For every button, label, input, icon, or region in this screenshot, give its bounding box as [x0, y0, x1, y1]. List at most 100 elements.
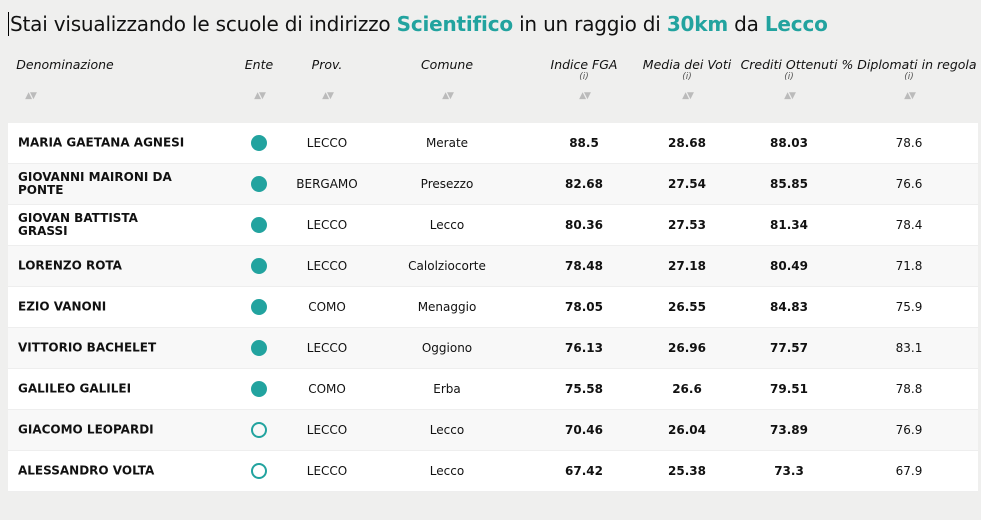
comune: Oggiono	[421, 341, 473, 355]
header-comune[interactable]: Comune	[421, 57, 473, 72]
comune: Erba	[433, 382, 461, 396]
media-voti: 26.6	[672, 382, 702, 396]
header-crediti[interactable]: Crediti Ottenuti (i)	[741, 57, 838, 82]
sort-arrows-icon[interactable]: ▲▼	[579, 91, 591, 101]
province: LECCO	[306, 136, 348, 150]
page-title: Stai visualizzando le scuole di indirizz…	[8, 12, 828, 36]
header-ente[interactable]: Ente	[245, 57, 273, 72]
indice-fga: 75.58	[565, 382, 603, 396]
comune: Merate	[425, 136, 469, 150]
media-voti: 26.96	[668, 341, 706, 355]
table-row[interactable]: ALESSANDRO VOLTA LECCO Lecco 67.42 25.38 73.3…	[8, 451, 978, 492]
province: LECCO	[306, 259, 348, 273]
header-media[interactable]: Media dei Voti (i)	[643, 57, 731, 82]
school-name: LORENZO ROTA	[18, 258, 122, 273]
schools-table: MARIA GAETANA AGNESI LECCO Merate 88.5 28.68…	[8, 123, 978, 492]
province: LECCO	[306, 464, 348, 478]
header-fga[interactable]: Indice FGA (i)	[551, 57, 618, 82]
school-name: EZIO VANONI	[18, 299, 107, 314]
comune: Lecco	[429, 464, 465, 478]
ente-statale-icon	[251, 176, 267, 192]
diplomati-regola: 76.6	[895, 177, 923, 191]
info-icon[interactable]: (i)	[784, 72, 794, 82]
header-label: Media dei Voti	[642, 57, 732, 72]
diplomati-regola: 76.9	[895, 423, 923, 437]
table-row[interactable]: MARIA GAETANA AGNESI LECCO Merate 88.5 28.68…	[8, 123, 978, 164]
header-label: Denominazione	[16, 57, 114, 72]
ente-statale-icon	[251, 299, 267, 315]
indice-fga: 80.36	[565, 218, 603, 232]
province: BERGAMO	[296, 177, 358, 191]
ente-statale-icon	[251, 340, 267, 356]
crediti-ottenuti: 79.51	[770, 382, 808, 396]
info-icon[interactable]: (i)	[904, 72, 914, 82]
ente-statale-icon	[251, 135, 267, 151]
info-icon[interactable]: (i)	[682, 72, 692, 82]
media-voti: 27.53	[668, 218, 706, 232]
comune: Calolziocorte	[408, 259, 486, 273]
school-name: ALESSANDRO VOLTA	[18, 463, 155, 478]
indice-fga: 70.46	[565, 423, 603, 437]
province: COMO	[308, 300, 346, 314]
media-voti: 27.18	[668, 259, 706, 273]
header-prov[interactable]: Prov.	[312, 57, 343, 72]
table-row[interactable]: GIACOMO LEOPARDI LECCO Lecco 70.46 26.04 73.8…	[8, 410, 978, 451]
sort-arrows-icon[interactable]: ▲▼	[904, 91, 916, 101]
ente-paritaria-icon	[251, 422, 267, 438]
media-voti: 28.68	[668, 136, 706, 150]
comune: Presezzo	[420, 177, 474, 191]
crediti-ottenuti: 88.03	[770, 136, 808, 150]
media-voti: 25.38	[668, 464, 706, 478]
indice-fga: 67.42	[565, 464, 603, 478]
ente-paritaria-icon	[251, 463, 267, 479]
media-voti: 26.04	[668, 423, 706, 437]
crediti-ottenuti: 84.83	[770, 300, 808, 314]
crediti-ottenuti: 73.3	[774, 464, 804, 478]
diplomati-regola: 83.1	[895, 341, 923, 355]
table-row[interactable]: GIOVAN BATTISTA GRASSI LECCO Lecco 80.36 27.…	[8, 205, 978, 246]
diplomati-regola: 71.8	[895, 259, 923, 273]
diplomati-regola: 75.9	[895, 300, 923, 314]
header-dipl[interactable]: % Diplomati in regola (i)	[841, 57, 976, 82]
school-name: GALILEO GALILEI	[18, 381, 132, 396]
sort-arrows-icon[interactable]: ▲▼	[682, 91, 694, 101]
crediti-ottenuti: 85.85	[770, 177, 808, 191]
comune: Lecco	[429, 423, 465, 437]
diplomati-regola: 78.8	[895, 382, 923, 396]
header-denominazione[interactable]: Denominazione	[16, 57, 113, 72]
indice-fga: 88.5	[569, 136, 599, 150]
table-row[interactable]: GALILEO GALILEI COMO Erba 75.58 26.6 79.51 78.…	[8, 369, 978, 410]
table-row[interactable]: VITTORIO BACHELET LECCO Oggiono 76.13 26.96 7…	[8, 328, 978, 369]
province: LECCO	[306, 423, 348, 437]
media-voti: 26.55	[668, 300, 706, 314]
table-row[interactable]: EZIO VANONI COMO Menaggio 78.05 26.55 84.83 75…	[8, 287, 978, 328]
indice-fga: 76.13	[565, 341, 603, 355]
school-name: GIOVANNI MAIRONI DA PONTE	[18, 170, 172, 197]
table-row[interactable]: LORENZO ROTA LECCO Calolziocorte 78.48 27.18…	[8, 246, 978, 287]
sort-arrows-icon[interactable]: ▲▼	[25, 91, 37, 101]
diplomati-regola: 67.9	[895, 464, 923, 478]
crediti-ottenuti: 81.34	[770, 218, 808, 232]
province: COMO	[308, 382, 346, 396]
crediti-ottenuti: 77.57	[770, 341, 808, 355]
crediti-ottenuti: 80.49	[770, 259, 808, 273]
sort-arrows-icon[interactable]: ▲▼	[442, 91, 454, 101]
province: LECCO	[306, 218, 348, 232]
sort-arrows-icon[interactable]: ▲▼	[254, 91, 266, 101]
school-name: GIOVAN BATTISTA GRASSI	[18, 211, 138, 238]
table-row[interactable]: GIOVANNI MAIRONI DA PONTE BERGAMO Presezzo…	[8, 164, 978, 205]
header-label: % Diplomati in regola	[841, 57, 977, 72]
sort-arrows-icon[interactable]: ▲▼	[322, 91, 334, 101]
header-label: Comune	[420, 57, 474, 72]
comune: Lecco	[429, 218, 465, 232]
header-label: Crediti Ottenuti	[740, 57, 838, 72]
ente-statale-icon	[251, 258, 267, 274]
school-name: GIACOMO LEOPARDI	[18, 422, 154, 437]
indice-fga: 78.48	[565, 259, 603, 273]
info-icon[interactable]: (i)	[579, 72, 589, 82]
school-name: VITTORIO BACHELET	[18, 340, 157, 355]
header-label: Prov.	[311, 57, 343, 72]
header-label: Indice FGA	[550, 57, 618, 72]
sort-arrows-icon[interactable]: ▲▼	[784, 91, 796, 101]
ente-statale-icon	[251, 217, 267, 233]
